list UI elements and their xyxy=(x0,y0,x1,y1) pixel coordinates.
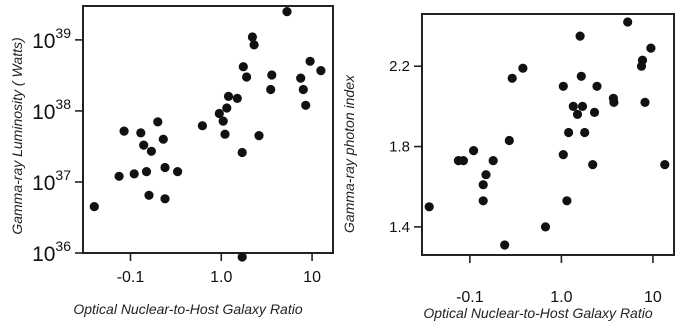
data-point xyxy=(266,84,276,95)
x-axis-label: Optical Nuclear-to-Host Galaxy Ratio xyxy=(423,305,652,321)
data-point xyxy=(232,93,242,103)
data-point xyxy=(223,91,234,101)
data-point xyxy=(222,103,232,113)
data-point xyxy=(247,32,257,42)
data-point xyxy=(568,101,578,111)
data-point xyxy=(572,109,583,119)
data-point xyxy=(640,97,650,107)
data-point xyxy=(305,56,315,66)
data-point xyxy=(424,202,434,212)
data-point xyxy=(146,146,156,156)
data-point xyxy=(218,116,228,126)
data-point xyxy=(507,73,517,83)
data-point xyxy=(564,127,574,138)
data-point xyxy=(89,202,99,212)
data-point xyxy=(562,196,572,206)
data-point xyxy=(136,128,146,138)
x-tick-label: 10 xyxy=(303,269,321,286)
data-point xyxy=(220,129,230,139)
data-point xyxy=(144,190,154,200)
data-point xyxy=(660,160,670,170)
data-point xyxy=(481,170,491,180)
data-point xyxy=(458,156,468,166)
data-point xyxy=(129,169,139,179)
data-point xyxy=(160,162,170,173)
data-point xyxy=(298,84,308,95)
data-point xyxy=(197,121,207,131)
y-tick-label: 1037 xyxy=(32,167,71,195)
data-point xyxy=(139,140,149,150)
plot-frame xyxy=(82,5,334,254)
data-point xyxy=(478,180,488,190)
data-point xyxy=(237,147,247,158)
x-axis: -0.1 1.0 10 xyxy=(456,255,662,306)
data-point xyxy=(153,117,163,127)
data-point xyxy=(114,171,124,181)
data-point xyxy=(160,194,170,204)
y-tick-label: 1.4 xyxy=(389,219,410,236)
data-point xyxy=(242,72,252,82)
data-point xyxy=(316,66,326,76)
y-tick-label: 1039 xyxy=(32,25,71,53)
data-point xyxy=(214,108,224,119)
data-point xyxy=(158,134,168,144)
y-tick-label: 2.2 xyxy=(389,58,410,75)
data-point xyxy=(518,63,528,73)
data-point xyxy=(592,81,602,91)
data-point xyxy=(173,167,183,177)
scatter-points xyxy=(89,7,326,262)
y-axis: 1.4 1.8 2.2 xyxy=(389,58,422,236)
data-point xyxy=(237,252,247,262)
data-point xyxy=(141,167,152,177)
x-tick-label: -0.1 xyxy=(456,289,484,306)
x-tick-label: 10 xyxy=(644,289,662,306)
plot-frame xyxy=(421,13,675,256)
data-point xyxy=(504,135,514,146)
data-point xyxy=(119,126,129,136)
data-point xyxy=(637,55,648,65)
data-point xyxy=(254,131,264,141)
data-point xyxy=(609,97,619,107)
data-point xyxy=(500,240,510,250)
x-tick-label: 1.0 xyxy=(550,289,572,306)
data-point xyxy=(267,70,277,80)
data-point xyxy=(623,17,633,27)
data-point xyxy=(301,100,311,110)
data-point xyxy=(646,43,656,53)
data-point xyxy=(577,101,588,111)
y-axis-label: Gamma-ray Luminosity ( Watts) xyxy=(9,37,25,234)
y-axis-label: Gamma-ray photon index xyxy=(341,74,357,233)
data-point xyxy=(296,73,306,83)
x-axis-label: Optical Nuclear-to-Host Galaxy Ratio xyxy=(73,301,302,317)
y-axis: 1036 1037 1038 1039 xyxy=(32,25,83,266)
data-point xyxy=(588,160,598,170)
data-point xyxy=(478,196,488,206)
data-point xyxy=(238,62,248,72)
luminosity-panel: 1036 1037 1038 1039 -0.1 1.0 10 Gamma-ray Lum… xyxy=(9,5,334,317)
scatter-points xyxy=(424,17,670,250)
y-tick-label: 1038 xyxy=(32,96,71,124)
data-point xyxy=(488,156,498,166)
data-point xyxy=(575,31,585,41)
data-point xyxy=(469,146,479,156)
data-point xyxy=(558,150,568,160)
y-tick-label: 1.8 xyxy=(389,139,410,156)
x-axis: -0.1 1.0 10 xyxy=(117,253,321,286)
data-point xyxy=(282,7,292,17)
data-point xyxy=(540,222,551,232)
data-point xyxy=(580,127,590,138)
data-point xyxy=(576,71,586,81)
data-point xyxy=(589,107,600,117)
x-tick-label: 1.0 xyxy=(210,269,232,286)
photon-index-panel: 1.4 1.8 2.2 -0.1 1.0 10 Gamma-ray photon ind… xyxy=(341,13,675,321)
y-tick-label: 1036 xyxy=(32,238,71,266)
data-point xyxy=(558,81,568,91)
data-point xyxy=(249,40,259,50)
x-tick-label: -0.1 xyxy=(117,269,145,286)
